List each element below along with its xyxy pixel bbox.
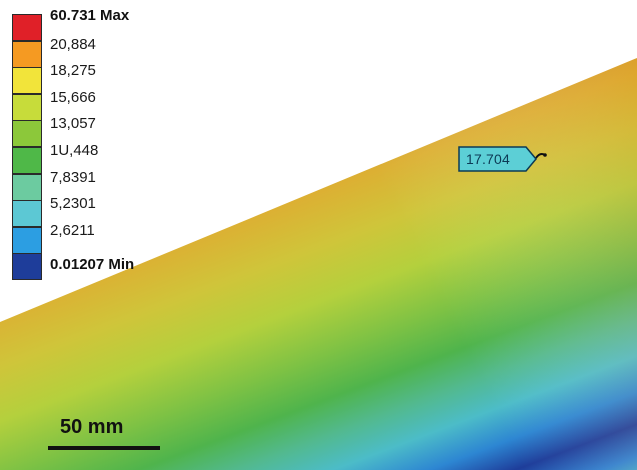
color-legend: 60.731 Max 20,884 18,275 15,666 13,057 1U,448… (12, 8, 212, 288)
legend-label: 7,8391 (50, 168, 96, 186)
legend-label: 15,666 (50, 88, 96, 106)
probe-value: 17.704 (466, 151, 511, 167)
legend-label: 18,275 (50, 62, 96, 80)
legend-swatch (12, 120, 42, 148)
legend-swatch (12, 93, 42, 121)
legend-swatch (12, 40, 42, 68)
probe-annotation[interactable]: 17.704 (458, 145, 544, 173)
legend-swatch (12, 67, 42, 95)
legend-label: 20,884 (50, 35, 96, 53)
legend-swatch (12, 226, 42, 254)
probe-pointer-icon (535, 153, 547, 159)
legend-swatch (12, 14, 42, 41)
legend-label: 60.731 Max (50, 7, 130, 24)
legend-label: 13,057 (50, 115, 96, 133)
legend-label: 0.01207 Min (50, 256, 135, 274)
legend-swatch (12, 173, 42, 201)
scale-bar-label: 50 mm (60, 416, 124, 438)
scale-bar-line (48, 446, 160, 450)
legend-swatch (12, 147, 42, 174)
legend-swatch (12, 200, 42, 228)
probe-tag-shape (458, 146, 537, 172)
legend-label: 1U,448 (50, 142, 99, 159)
legend-label: 5,2301 (50, 195, 96, 213)
legend-swatch (12, 253, 42, 281)
legend-label: 2,6211 (50, 221, 95, 239)
scale-bar: 50 mm (48, 416, 168, 456)
